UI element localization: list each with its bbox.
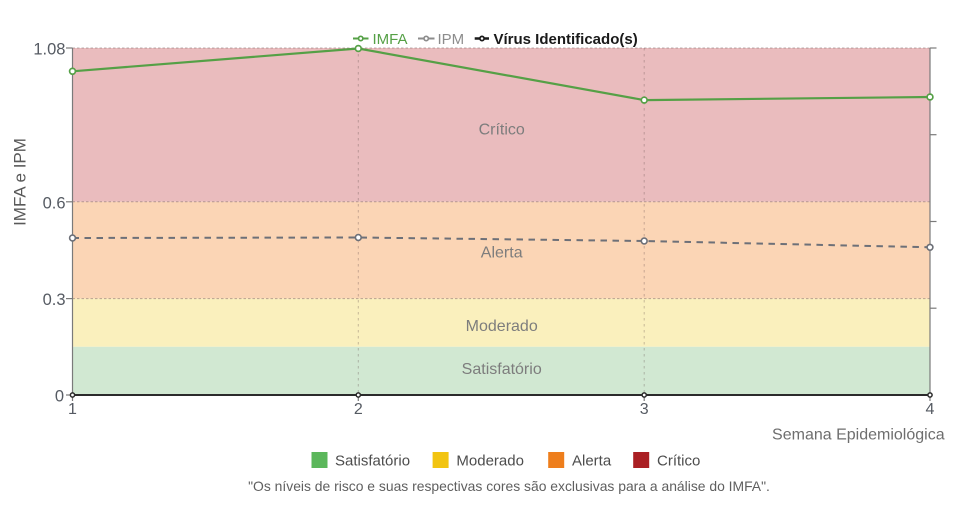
svg-text:2: 2 — [354, 401, 363, 418]
svg-text:0: 0 — [55, 387, 64, 405]
svg-text:Moderado: Moderado — [456, 453, 524, 470]
svg-text:Alerta: Alerta — [572, 453, 612, 470]
svg-text:Satisfatório: Satisfatório — [462, 361, 542, 378]
svg-text:3: 3 — [640, 401, 649, 418]
svg-text:1: 1 — [68, 401, 77, 418]
svg-text:0.6: 0.6 — [43, 195, 66, 213]
svg-text:Crítico: Crítico — [657, 453, 700, 470]
svg-text:IMFA: IMFA — [373, 31, 408, 48]
svg-text:4: 4 — [926, 401, 935, 418]
svg-text:IPM: IPM — [438, 31, 465, 48]
svg-text:Semana Epidemiológica: Semana Epidemiológica — [772, 427, 945, 444]
svg-text:Satisfatório: Satisfatório — [335, 453, 410, 470]
svg-text:Moderado: Moderado — [466, 318, 538, 335]
svg-text:1.08: 1.08 — [33, 41, 65, 59]
svg-text:IMFA e IPM: IMFA e IPM — [11, 138, 30, 226]
svg-text:Crítico: Crítico — [479, 122, 525, 139]
svg-text:Vírus Identificado(s): Vírus Identificado(s) — [494, 31, 638, 48]
svg-text:"Os níveis de risco e suas res: "Os níveis de risco e suas respectivas c… — [248, 478, 770, 494]
svg-text:Alerta: Alerta — [481, 245, 523, 262]
svg-text:0.3: 0.3 — [43, 291, 66, 309]
